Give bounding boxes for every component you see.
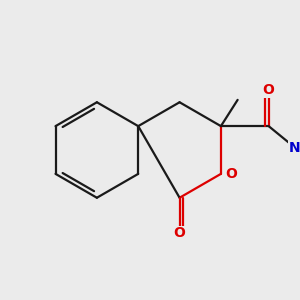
Text: O: O — [226, 167, 237, 181]
Text: N: N — [289, 141, 300, 154]
Text: O: O — [174, 226, 185, 240]
Text: O: O — [263, 83, 274, 98]
